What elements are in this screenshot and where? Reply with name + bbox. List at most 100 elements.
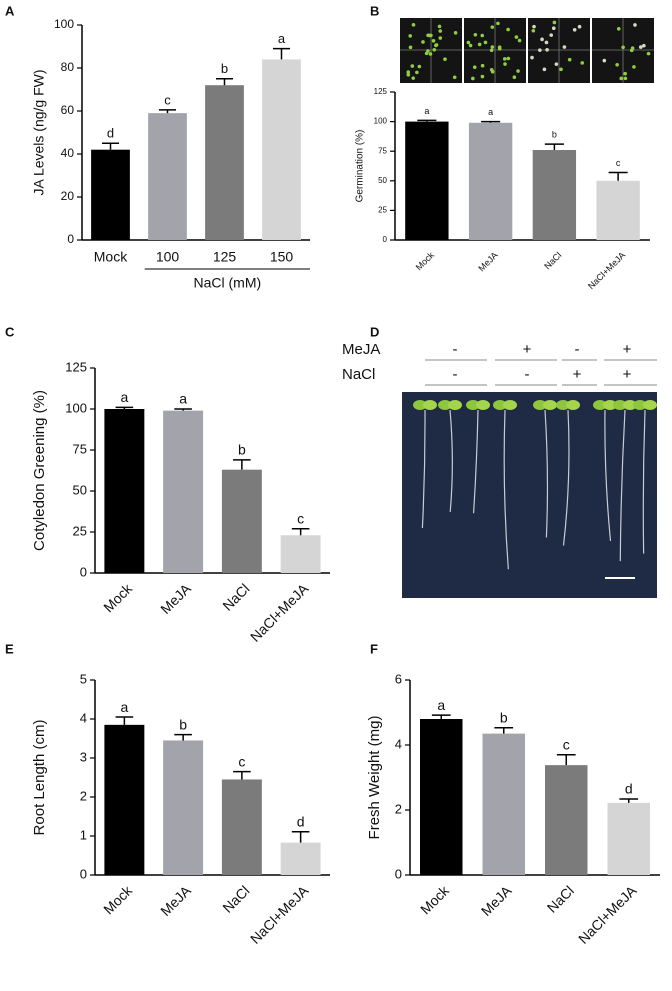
seedling [517,38,522,43]
seedling [483,40,488,45]
x-tick-label: 100 [156,249,180,265]
panel-letter: C [5,324,15,339]
x-tick-label: NaCl+MeJA [586,250,627,291]
root [562,409,570,546]
treatment-sign: + [623,366,632,383]
cotyledon [438,400,452,410]
error-bar [115,406,134,409]
x-tick-label: 150 [270,249,294,265]
significance-letter: c [616,158,621,168]
seedling [490,45,495,49]
bar [607,802,650,875]
error-bar [417,119,437,122]
y-tick-label: 75 [378,146,387,155]
seedling [424,51,429,56]
error-bar [494,727,514,734]
seedling [497,46,502,51]
y-tick-label: 100 [54,17,74,31]
panel-letter: D [370,324,379,339]
error-bar [174,408,192,411]
x-tick-label: NaCl [544,882,577,915]
cotyledon [466,400,480,410]
y-tick-label: 25 [73,523,87,538]
seedling [480,33,485,38]
significance-letter: c [164,92,171,107]
cotyledon [556,400,570,410]
seedling [602,58,607,63]
bar [148,113,187,240]
error-bar [431,714,451,719]
seedling [621,45,625,50]
significance-letter: b [179,716,187,732]
seedling [530,55,534,60]
error-bar [101,142,120,150]
significance-letter: c [563,736,570,752]
y-tick-label: 100 [374,117,388,126]
y-tick-label: 50 [73,482,87,497]
seedling [552,20,557,25]
cotyledon [476,400,490,410]
error-bar [556,754,576,766]
bar [262,59,301,241]
significance-letter: a [179,391,187,407]
seedling [503,62,507,66]
bar [221,469,262,573]
seedling [490,25,495,29]
x-tick-label: MeJA [157,580,194,617]
significance-letter: a [424,106,429,116]
cotyledon [613,400,627,410]
seedling [619,76,624,81]
bar [545,765,588,875]
seedling [489,48,494,53]
significance-letter: b [500,709,508,725]
seedling [540,37,544,42]
bar [205,85,244,240]
significance-letter: a [120,389,128,405]
seedling [443,57,447,62]
y-tick-label: 6 [395,671,402,686]
seedling [411,76,416,80]
bar [104,724,145,875]
bar [221,779,262,875]
y-axis-label: Root Length (cm) [31,720,48,836]
cotyledon [566,400,580,410]
panel-letter: F [370,641,378,656]
root [604,409,612,542]
seedling [477,42,482,47]
bar [532,150,577,240]
error-bar [215,78,234,86]
bar [104,409,145,573]
x-tick-label: NaCl+MeJA [575,882,640,947]
seedling [615,62,619,67]
cotyledon [603,400,617,410]
seedling [542,67,547,72]
error-bar [115,716,134,725]
root [449,409,453,512]
y-tick-label: 125 [374,87,388,96]
photo-grid [464,18,526,83]
x-tick-label: 125 [213,249,237,265]
cotyledon [643,400,657,410]
seedling [506,56,511,61]
seedling [551,26,556,31]
seedling [544,40,549,45]
error-bar [174,733,192,741]
seedling [406,72,411,77]
seedling [432,47,437,52]
seedling [415,70,419,75]
seedling [646,51,651,56]
treatment-sign: + [523,341,532,358]
y-tick-label: 5 [80,671,87,686]
cotyledon [593,400,607,410]
seedling [531,29,536,33]
y-tick-label: 40 [61,146,75,160]
seedling [549,33,554,37]
photo-grid [400,18,462,83]
seedling [642,43,646,48]
seedling [408,45,413,50]
seedling [490,69,495,74]
group-label: NaCl (mM) [194,275,262,291]
cotyledon [623,400,637,410]
panel-letter: A [5,3,15,18]
